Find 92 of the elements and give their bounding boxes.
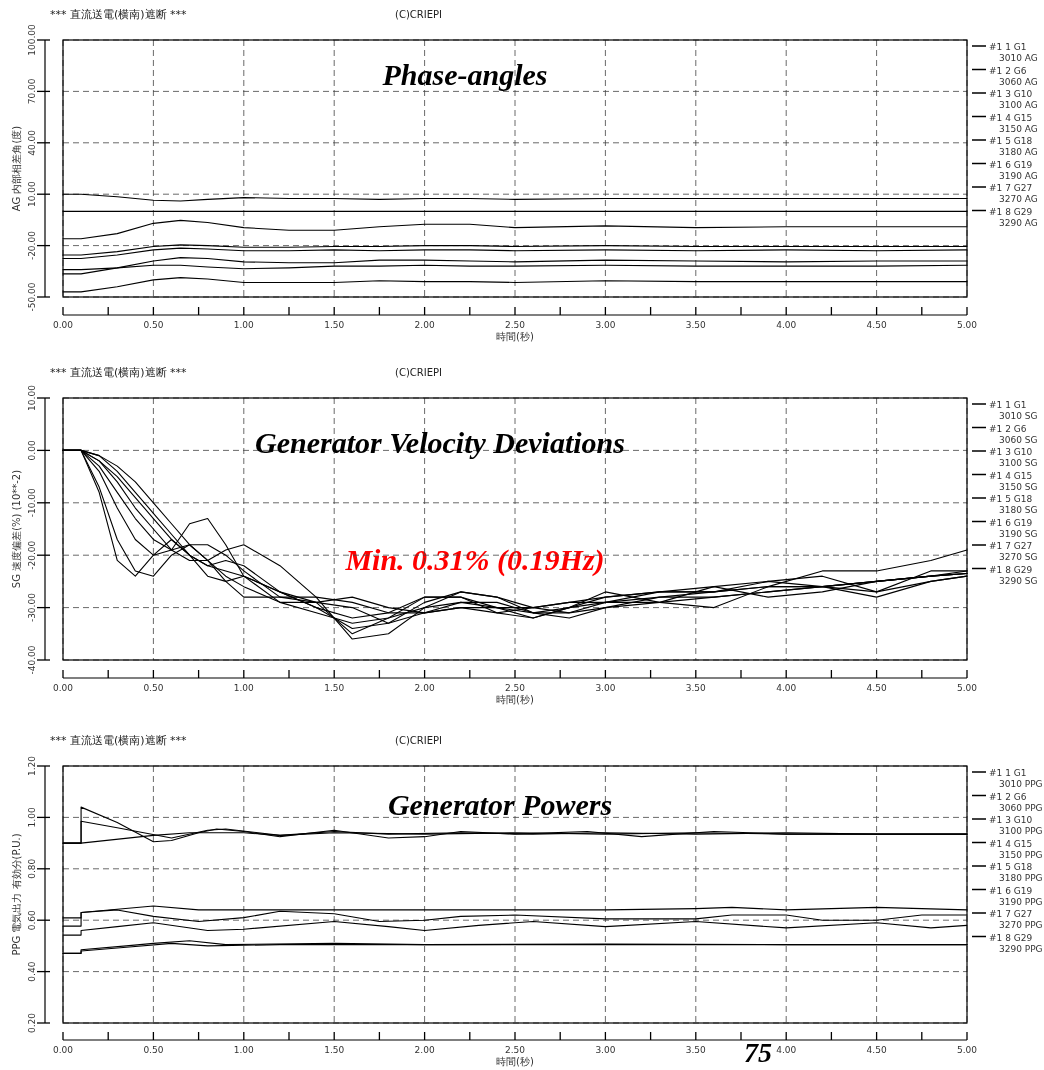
legend-label: #1 2 G6 3060 AG bbox=[989, 65, 1038, 87]
y-tick-label: 0.40 bbox=[27, 961, 37, 982]
y-axis-title: AG 内部相差角(度) bbox=[11, 125, 22, 212]
x-tick-label: 2.00 bbox=[414, 320, 435, 330]
y-tick-label: 70.00 bbox=[27, 78, 37, 105]
x-tick-label: 4.50 bbox=[866, 1045, 887, 1055]
legend-label: #1 3 G10 3100 SG bbox=[989, 447, 1038, 468]
x-tick-label: 0.50 bbox=[143, 683, 164, 693]
x-tick-label: 5.00 bbox=[956, 683, 978, 693]
y-tick-label: -10.00 bbox=[27, 488, 37, 518]
x-tick-label: 4.00 bbox=[776, 683, 797, 693]
y-tick-label: 0.00 bbox=[27, 440, 37, 461]
y-tick-label: 1.20 bbox=[27, 755, 37, 777]
y-tick-label: -20.00 bbox=[27, 230, 37, 261]
legend-label: #1 7 G27 3270 PPG bbox=[989, 909, 1043, 930]
x-tick-label: 1.00 bbox=[233, 683, 255, 693]
y-tick-label: -20.00 bbox=[27, 540, 37, 570]
text: (C)CRIEPI bbox=[395, 735, 442, 746]
x-tick-label: 5.00 bbox=[956, 1045, 978, 1055]
legend-label: #1 2 G6 3060 PPG bbox=[989, 791, 1043, 813]
chart-subtitle: *** 直流送電(横南)遮断 *** bbox=[50, 8, 188, 21]
text: (C)CRIEPI bbox=[395, 367, 442, 378]
x-tick-label: 4.50 bbox=[866, 320, 887, 330]
text: Generator Powers bbox=[387, 788, 613, 821]
y-tick-label: -30.00 bbox=[27, 592, 37, 623]
x-tick-label: 0.00 bbox=[52, 1045, 74, 1055]
legend-label: #1 8 G29 3290 PPG bbox=[989, 932, 1043, 954]
y-tick-label: 0.80 bbox=[27, 858, 37, 879]
x-tick-label: 3.00 bbox=[595, 320, 616, 330]
x-tick-label: 3.50 bbox=[685, 683, 707, 693]
x-tick-label: 0.50 bbox=[143, 320, 164, 330]
legend-label: #1 5 G18 3180 SG bbox=[989, 494, 1038, 515]
legend-label: #1 3 G10 3100 AG bbox=[989, 89, 1038, 110]
x-tick-label: 0.50 bbox=[143, 1045, 164, 1055]
y-tick-label: 1.00 bbox=[27, 807, 37, 828]
x-tick-label: 3.50 bbox=[685, 320, 707, 330]
legend-label: #1 1 G1 3010 AG bbox=[989, 42, 1038, 63]
legend-label: #1 5 G18 3180 AG bbox=[989, 136, 1038, 157]
legend-label: #1 1 G1 3010 SG bbox=[989, 400, 1038, 421]
x-tick-label: 0.00 bbox=[52, 683, 74, 693]
legend-label: #1 4 G15 3150 PPG bbox=[989, 838, 1043, 860]
y-axis-title: PPG 電気出力 有効分(P.U.) bbox=[11, 833, 22, 956]
legend-label: #1 8 G29 3290 SG bbox=[989, 564, 1038, 586]
x-tick-label: 1.00 bbox=[233, 320, 255, 330]
text: Generator Velocity Deviations bbox=[255, 426, 625, 459]
x-axis-title: 時間(秒) bbox=[496, 331, 534, 342]
x-tick-label: 4.50 bbox=[866, 683, 887, 693]
x-tick-label: 4.00 bbox=[776, 1045, 797, 1055]
y-tick-label: 0.60 bbox=[27, 909, 37, 931]
x-tick-label: 0.00 bbox=[52, 320, 74, 330]
y-tick-label: -40.00 bbox=[27, 645, 37, 675]
text: 75 bbox=[744, 1037, 772, 1068]
y-axis-title: SG 速度偏差(%) (10**-2) bbox=[11, 469, 22, 589]
legend-label: #1 6 G19 3190 SG bbox=[989, 517, 1038, 539]
x-tick-label: 1.50 bbox=[324, 683, 345, 693]
legend-label: #1 7 G27 3270 SG bbox=[989, 541, 1038, 562]
x-tick-label: 1.50 bbox=[324, 1045, 345, 1055]
x-tick-label: 5.00 bbox=[956, 320, 978, 330]
y-tick-label: 10.00 bbox=[27, 384, 37, 411]
x-tick-label: 1.50 bbox=[324, 320, 345, 330]
x-tick-label: 2.50 bbox=[504, 1045, 526, 1055]
y-tick-label: 100.00 bbox=[27, 23, 37, 56]
x-axis-title: 時間(秒) bbox=[496, 694, 534, 705]
x-tick-label: 3.00 bbox=[595, 683, 616, 693]
legend-label: #1 8 G29 3290 AG bbox=[989, 206, 1038, 228]
annotation: Min. 0.31% (0.19Hz) bbox=[344, 543, 605, 577]
y-tick-label: 10.00 bbox=[27, 181, 37, 208]
x-tick-label: 3.00 bbox=[595, 1045, 616, 1055]
legend-label: #1 4 G15 3150 SG bbox=[989, 470, 1038, 492]
text: Phase-angles bbox=[381, 58, 548, 91]
y-tick-label: 40.00 bbox=[27, 129, 37, 156]
legend-label: #1 1 G1 3010 PPG bbox=[989, 768, 1043, 789]
y-tick-label: 0.20 bbox=[27, 1012, 37, 1034]
chart-subtitle: *** 直流送電(横南)遮断 *** bbox=[50, 366, 188, 379]
x-tick-label: 3.50 bbox=[685, 1045, 707, 1055]
legend-label: #1 7 G27 3270 AG bbox=[989, 183, 1038, 204]
x-tick-label: 1.00 bbox=[233, 1045, 255, 1055]
x-tick-label: 4.00 bbox=[776, 320, 797, 330]
legend-label: #1 3 G10 3100 PPG bbox=[989, 815, 1043, 836]
x-tick-label: 2.50 bbox=[504, 683, 526, 693]
legend-label: #1 2 G6 3060 SG bbox=[989, 423, 1038, 445]
legend-label: #1 4 G15 3150 AG bbox=[989, 112, 1038, 134]
x-tick-label: 2.50 bbox=[504, 320, 526, 330]
legend-label: #1 5 G18 3180 PPG bbox=[989, 862, 1043, 883]
x-axis-title: 時間(秒) bbox=[496, 1056, 534, 1067]
chart-subtitle: *** 直流送電(横南)遮断 *** bbox=[50, 734, 188, 747]
legend-label: #1 6 G19 3190 AG bbox=[989, 159, 1038, 181]
legend-label: #1 6 G19 3190 PPG bbox=[989, 885, 1043, 907]
x-tick-label: 2.00 bbox=[414, 1045, 435, 1055]
x-tick-label: 2.00 bbox=[414, 683, 435, 693]
y-tick-label: -50.00 bbox=[27, 282, 37, 312]
text: (C)CRIEPI bbox=[395, 9, 442, 20]
